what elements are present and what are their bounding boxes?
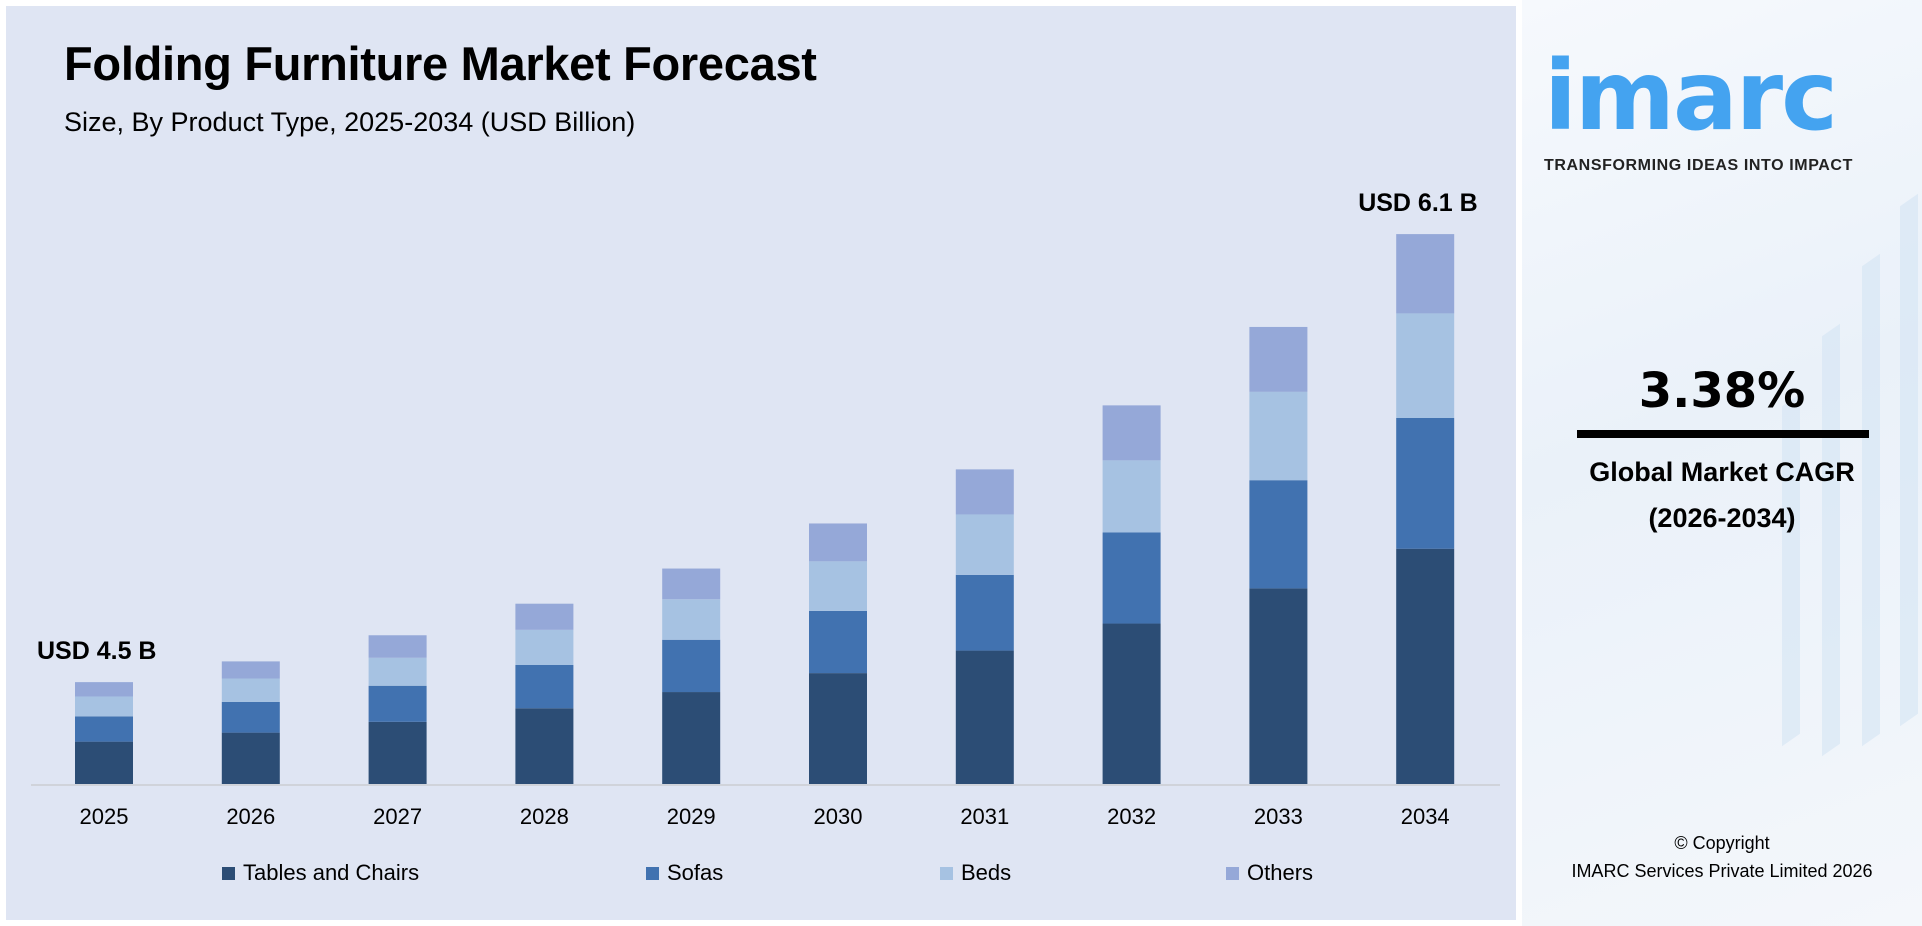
bar-segment-beds-2025 [75, 696, 133, 717]
bar-segment-others-2027 [368, 635, 427, 658]
bar-segment-beds-2032 [1102, 460, 1161, 533]
legend-item: Beds [940, 860, 1011, 886]
x-tick-label: 2031 [960, 804, 1009, 829]
legend-label: Sofas [667, 860, 724, 885]
copyright-company: IMARC Services Private Limited 2026 [1571, 861, 1873, 881]
bar-segment-sofas-2030 [809, 610, 867, 674]
bar-segment-tables-and-chairs-2029 [662, 692, 721, 784]
bar-segment-others-2029 [662, 568, 721, 600]
x-tick-label: 2027 [373, 804, 422, 829]
legend-item: Others [1226, 860, 1313, 886]
x-tick-label: 2033 [1254, 804, 1303, 829]
background-decoration [1862, 253, 1880, 747]
legend-item: Sofas [646, 860, 723, 886]
bar-segment-others-2033 [1249, 326, 1308, 392]
bar-segment-beds-2030 [809, 561, 867, 611]
info-panel: imarc TRANSFORMING IDEAS INTO IMPACT 3.3… [1522, 0, 1922, 926]
bar-segment-tables-and-chairs-2031 [955, 650, 1014, 784]
bar-segment-sofas-2031 [955, 574, 1014, 651]
x-tick-label: 2032 [1107, 804, 1156, 829]
bar-segment-others-2032 [1102, 405, 1161, 461]
bar-segment-sofas-2034 [1396, 417, 1455, 549]
bar-segment-sofas-2033 [1249, 480, 1308, 589]
bar-segment-beds-2029 [662, 599, 721, 640]
total-value-label: USD 4.5 B [37, 637, 157, 666]
chart-subtitle: Size, By Product Type, 2025-2034 (USD Bi… [64, 107, 636, 137]
x-tick-label: 2026 [226, 804, 275, 829]
bar-segment-sofas-2032 [1102, 532, 1161, 624]
copyright: © Copyright [1674, 833, 1770, 853]
x-tick-label: 2030 [814, 804, 863, 829]
bar-segment-tables-and-chairs-2030 [809, 673, 867, 784]
bar-segment-tables-and-chairs-2026 [221, 732, 280, 784]
bar-segment-sofas-2028 [515, 665, 574, 709]
bar-segment-sofas-2026 [221, 701, 280, 733]
x-tick-label: 2034 [1401, 804, 1450, 829]
bar-segment-others-2026 [221, 661, 280, 679]
x-tick-label: 2029 [667, 804, 716, 829]
bar-segment-beds-2033 [1249, 391, 1308, 481]
bar-segment-others-2030 [809, 523, 867, 562]
bar-segment-beds-2027 [368, 657, 427, 686]
total-value-label: USD 6.1 B [1358, 189, 1478, 218]
bar-segment-sofas-2029 [662, 639, 721, 693]
legend-label: Beds [961, 860, 1012, 885]
x-tick-label: 2028 [520, 804, 569, 829]
bar-segment-beds-2034 [1396, 313, 1455, 418]
bar-segment-others-2025 [75, 682, 133, 697]
logo-tagline: TRANSFORMING IDEAS INTO IMPACT [1544, 157, 1853, 174]
legend-item: Tables and Chairs [222, 860, 419, 886]
legend-swatch [940, 866, 953, 880]
divider [1577, 430, 1869, 438]
cagr-label: Global Market CAGR [1589, 457, 1855, 487]
legend: Tables and Chairs Sofas Beds Others [0, 860, 1522, 890]
bar-segment-others-2028 [515, 603, 574, 630]
bar-segment-tables-and-chairs-2034 [1396, 548, 1455, 784]
bar-segment-sofas-2025 [75, 716, 133, 742]
bar-segment-beds-2026 [221, 678, 280, 702]
legend-swatch [1226, 866, 1239, 880]
bar-segment-sofas-2027 [368, 685, 427, 722]
legend-swatch [222, 866, 235, 880]
legend-swatch [646, 866, 659, 880]
legend-label: Others [1247, 860, 1314, 885]
bar-segment-others-2034 [1396, 234, 1455, 314]
bar-segment-tables-and-chairs-2027 [368, 721, 427, 784]
chart-title: Folding Furniture Market Forecast [64, 37, 817, 90]
bar-segment-beds-2028 [515, 629, 574, 666]
bar-segment-others-2031 [955, 469, 1014, 515]
x-tick-label: 2025 [80, 804, 129, 829]
bar-segment-beds-2031 [955, 514, 1014, 575]
bar-segment-tables-and-chairs-2028 [515, 708, 574, 784]
legend-label: Tables and Chairs [243, 860, 420, 885]
bar-segment-tables-and-chairs-2033 [1249, 588, 1308, 784]
cagr-value: 3.38% [1638, 363, 1806, 419]
bar-segment-tables-and-chairs-2025 [75, 741, 133, 784]
background-decoration [1782, 393, 1800, 747]
cagr-period: (2026-2034) [1648, 503, 1796, 533]
bar-segment-tables-and-chairs-2032 [1102, 623, 1161, 784]
imarc-logo: imarc [1544, 40, 1838, 152]
stacked-bar-chart: 2025 2026 2027 2028 2029 2030 2031 2032 2033 2034 [31, 234, 1500, 829]
